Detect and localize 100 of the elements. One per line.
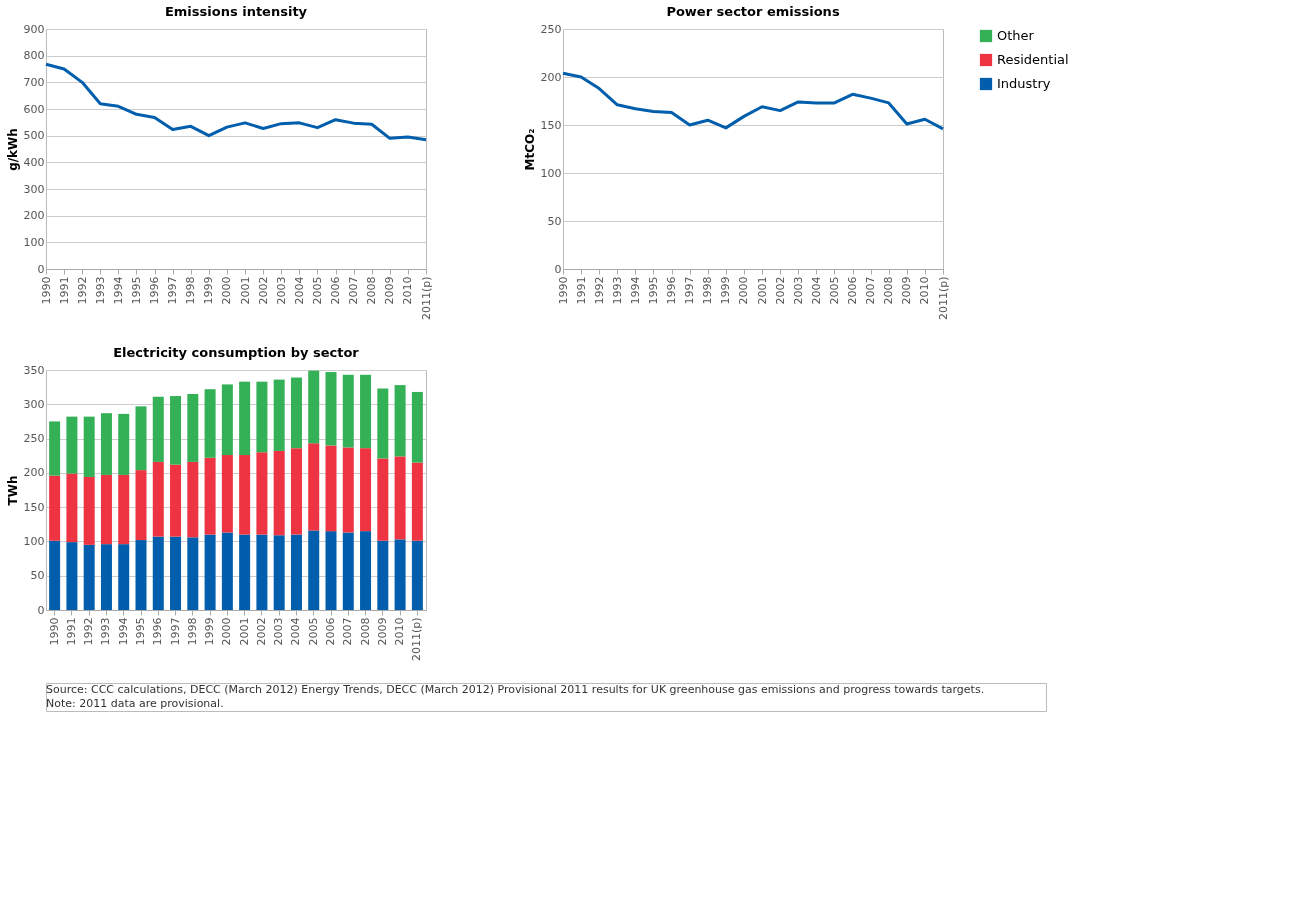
x-tick-label: 1996	[665, 276, 679, 305]
x-tick-label: 2010	[393, 617, 407, 646]
x-tick-label: 2008	[365, 276, 379, 305]
y-tick-label: 350	[23, 363, 45, 377]
x-tick-label: 1993	[93, 276, 107, 305]
x-tick-label: 1995	[646, 276, 660, 305]
bar	[290, 377, 302, 449]
bar	[152, 396, 164, 462]
bar	[325, 445, 337, 532]
y-tick-label: 0	[554, 262, 562, 276]
bar	[325, 372, 337, 446]
line-series	[44, 62, 428, 142]
bar	[100, 544, 112, 610]
bar	[394, 456, 406, 540]
x-tick-label: 2001	[238, 276, 252, 305]
bar	[394, 385, 406, 457]
x-tick-label: 2010	[918, 276, 932, 305]
legend-label: Industry	[997, 76, 1051, 91]
y-tick-label: 200	[540, 70, 562, 84]
x-tick-label: 2000	[220, 276, 234, 305]
y-tick-label: 200	[23, 209, 45, 223]
bar	[360, 448, 372, 532]
bar	[221, 384, 233, 456]
bar	[325, 531, 337, 610]
bar	[342, 447, 354, 533]
x-tick-label: 2006	[846, 276, 860, 305]
x-tick-label: 2010	[401, 276, 415, 305]
y-tick-label: 100	[540, 166, 562, 180]
bar	[308, 530, 320, 610]
x-tick-label: 1994	[111, 276, 125, 305]
bar	[135, 470, 147, 541]
bar	[411, 462, 423, 541]
x-tick-label: 2003	[274, 276, 288, 305]
bar	[83, 476, 95, 545]
x-tick-label: 1999	[719, 276, 733, 305]
y-tick-label: 250	[23, 432, 45, 446]
y-tick-label: 700	[23, 75, 45, 89]
bar	[273, 379, 285, 451]
bar	[100, 474, 112, 545]
y-tick-label: 50	[30, 569, 45, 583]
y-tick-label: 500	[23, 129, 45, 143]
x-tick-label: 2002	[256, 276, 270, 305]
y-tick-label: 100	[23, 235, 45, 249]
x-tick-label: 2001	[237, 617, 251, 646]
bar	[290, 534, 302, 610]
bar	[187, 461, 199, 538]
bar	[49, 421, 61, 476]
x-tick-label: 2011(p)	[410, 617, 424, 662]
bar	[66, 542, 78, 610]
x-tick-label: 2008	[882, 276, 896, 305]
x-tick-label: 2001	[755, 276, 769, 305]
bar	[377, 388, 389, 459]
x-tick-label: 2006	[324, 617, 337, 646]
bar	[411, 540, 423, 610]
bar	[83, 416, 95, 477]
x-tick-label: 2002	[773, 276, 787, 305]
bar	[118, 413, 130, 475]
x-tick-label: 2003	[272, 617, 286, 646]
x-tick-label: 1998	[184, 276, 198, 305]
y-tick-label: 0	[37, 262, 45, 276]
x-tick-label: 1996	[151, 617, 165, 646]
bar	[239, 455, 251, 535]
x-tick-label: 1990	[39, 276, 53, 305]
bar	[377, 458, 389, 541]
x-tick-label: 2007	[341, 617, 355, 646]
bar	[239, 381, 251, 456]
bar	[411, 391, 423, 463]
x-tick-label: 1997	[683, 276, 697, 305]
bar	[66, 416, 78, 474]
x-tick-label: 1996	[148, 276, 162, 305]
bar	[135, 406, 147, 471]
x-tick-label: 1999	[203, 617, 217, 646]
chart-title: Emissions intensity	[164, 4, 308, 19]
y-tick-label: 150	[540, 118, 562, 132]
x-tick-label: 2009	[383, 276, 397, 305]
bar	[83, 544, 95, 610]
bar	[221, 455, 233, 533]
y-axis-title: MtCO₂	[522, 128, 537, 171]
x-tick-label: 2011(p)	[936, 276, 950, 321]
bar	[170, 464, 182, 537]
y-tick-label: 900	[23, 22, 45, 36]
y-tick-label: 800	[23, 49, 45, 63]
bar	[152, 461, 164, 537]
x-tick-label: 1998	[185, 617, 199, 646]
bar	[377, 540, 389, 610]
bar	[221, 532, 233, 610]
bar	[360, 374, 372, 449]
bar	[256, 534, 268, 610]
bar	[342, 374, 354, 448]
x-tick-label: 1995	[134, 617, 147, 646]
bar	[342, 532, 354, 610]
y-tick-label: 250	[540, 22, 562, 36]
bar	[204, 389, 216, 458]
bar	[170, 536, 182, 610]
x-tick-label: 2004	[289, 617, 303, 646]
bar	[49, 475, 61, 541]
y-tick-label: 300	[23, 182, 45, 196]
x-tick-label: 1997	[166, 276, 180, 305]
y-tick-label: 150	[23, 500, 45, 514]
x-tick-label: 2006	[329, 276, 343, 305]
